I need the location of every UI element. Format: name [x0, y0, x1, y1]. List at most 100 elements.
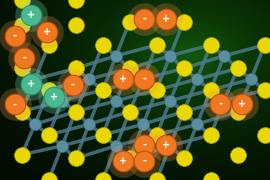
Point	[19, 153, 24, 156]
Point	[45, 31, 49, 34]
Point	[52, 96, 56, 99]
Point	[29, 14, 33, 17]
Point	[22, 56, 26, 59]
Point	[262, 134, 267, 136]
Point	[218, 102, 222, 105]
Point	[46, 134, 51, 136]
Point	[121, 78, 125, 81]
Point	[208, 44, 213, 46]
Point	[121, 160, 125, 163]
Point	[181, 67, 186, 70]
Point	[208, 179, 213, 180]
Text: +: +	[27, 10, 35, 20]
Point	[141, 123, 145, 126]
Point	[19, 0, 24, 1]
Point	[195, 123, 199, 126]
Text: +: +	[43, 27, 51, 37]
Point	[46, 179, 51, 180]
Point	[33, 123, 37, 126]
Point	[114, 144, 118, 147]
Point	[142, 143, 147, 146]
Point	[141, 78, 145, 81]
Point	[222, 54, 226, 57]
Point	[19, 24, 24, 27]
Point	[142, 78, 147, 81]
Text: +: +	[162, 14, 170, 24]
Point	[71, 83, 75, 86]
Text: +: +	[162, 140, 170, 150]
Point	[142, 160, 147, 163]
Point	[121, 78, 125, 81]
Point	[33, 78, 37, 81]
Point	[181, 110, 186, 113]
Point	[60, 144, 64, 147]
Point	[168, 54, 172, 57]
Point	[100, 179, 105, 180]
Point	[73, 157, 78, 160]
Point	[71, 83, 75, 86]
Point	[60, 99, 64, 102]
Text: -: -	[218, 98, 222, 109]
Point	[181, 20, 186, 23]
Point	[100, 89, 105, 91]
Point	[73, 110, 78, 113]
Text: -: -	[13, 99, 17, 109]
Point	[19, 110, 24, 113]
Point	[262, 89, 267, 91]
Point	[13, 35, 17, 37]
Point	[13, 103, 17, 106]
Text: -: -	[71, 80, 75, 90]
Point	[29, 82, 33, 85]
Point	[73, 24, 78, 27]
Point	[142, 78, 147, 81]
Point	[142, 160, 147, 163]
Text: -: -	[13, 31, 17, 41]
Point	[154, 134, 159, 136]
Text: +: +	[50, 92, 58, 102]
Text: -: -	[143, 156, 146, 166]
Point	[235, 67, 240, 70]
Point	[249, 78, 253, 81]
Text: +: +	[119, 74, 127, 84]
Point	[87, 78, 91, 81]
Point	[262, 44, 267, 46]
Point	[100, 134, 105, 136]
Point	[127, 20, 132, 23]
Text: -: -	[143, 74, 146, 84]
Point	[168, 144, 172, 147]
Point	[208, 89, 213, 91]
Text: -: -	[143, 140, 146, 150]
Point	[29, 14, 33, 17]
Text: -: -	[143, 14, 146, 24]
Point	[164, 143, 168, 146]
Point	[13, 103, 17, 106]
Point	[46, 44, 51, 46]
Point	[208, 134, 213, 136]
Point	[127, 110, 132, 113]
Point	[114, 99, 118, 102]
Text: +: +	[238, 98, 246, 109]
Point	[127, 157, 132, 160]
Point	[164, 143, 168, 146]
Point	[46, 89, 51, 91]
Point	[164, 17, 168, 20]
Point	[195, 78, 199, 81]
Point	[218, 102, 222, 105]
Point	[142, 143, 147, 146]
Point	[222, 99, 226, 102]
Point	[181, 157, 186, 160]
Point	[154, 89, 159, 91]
Point	[154, 44, 159, 46]
Text: +: +	[119, 156, 127, 166]
Point	[121, 160, 125, 163]
Point	[239, 102, 244, 105]
Point	[73, 67, 78, 70]
Point	[73, 0, 78, 1]
Point	[52, 96, 56, 99]
Point	[127, 67, 132, 70]
Point	[142, 17, 147, 20]
Point	[87, 123, 91, 126]
Point	[239, 102, 244, 105]
Text: -: -	[22, 53, 26, 63]
Point	[164, 17, 168, 20]
